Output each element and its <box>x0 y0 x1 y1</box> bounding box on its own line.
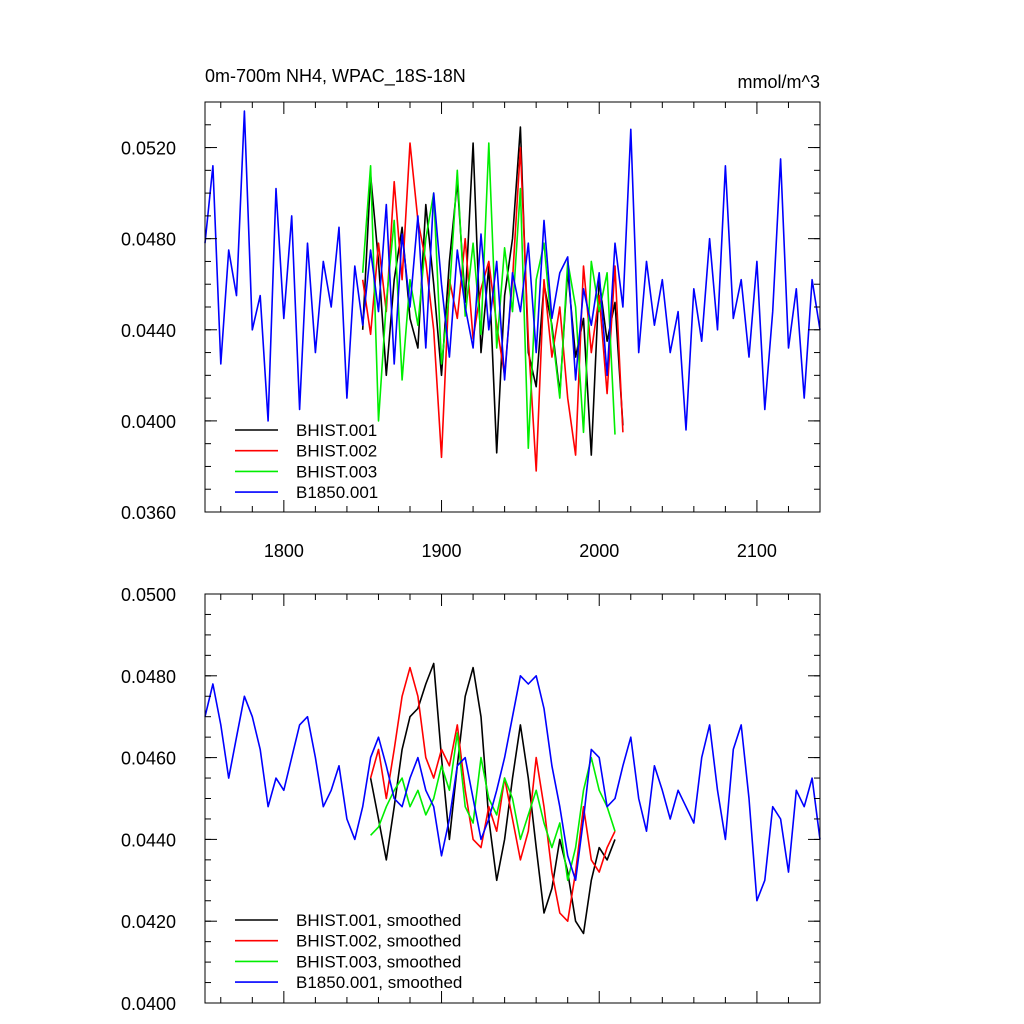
series-line-b1850-001-smoothed <box>204 674 821 902</box>
series-line-b1850-001 <box>204 110 821 431</box>
x-tick-label: 2000 <box>579 541 619 561</box>
legend-label: B1850.001 <box>296 483 378 502</box>
x-tick-label: 1900 <box>422 541 462 561</box>
legend-label: BHIST.001, smoothed <box>296 911 461 930</box>
y-tick-label: 0.0440 <box>121 321 176 341</box>
y-tick-label: 0.0360 <box>121 503 176 523</box>
legend-label: BHIST.002, smoothed <box>296 932 461 951</box>
y-tick-label: 0.0400 <box>121 412 176 432</box>
y-tick-label: 0.0460 <box>121 749 176 769</box>
legend-label: B1850.001, smoothed <box>296 973 462 992</box>
x-tick-label: 2100 <box>737 541 777 561</box>
legend-label: BHIST.002 <box>296 442 377 461</box>
x-tick-label: 1800 <box>264 541 304 561</box>
series-line-bhist-003 <box>361 142 616 450</box>
legend-label: BHIST.003 <box>296 462 377 481</box>
units-label: mmol/m^3 <box>738 72 820 92</box>
y-tick-label: 0.0480 <box>121 230 176 250</box>
y-tick-label: 0.0500 <box>121 585 176 605</box>
y-tick-label: 0.0520 <box>121 139 176 159</box>
y-tick-label: 0.0400 <box>121 994 176 1014</box>
legend-label: BHIST.003, smoothed <box>296 952 461 971</box>
series-line-bhist-002-smoothed <box>369 666 616 923</box>
legend-label: BHIST.001 <box>296 421 377 440</box>
smoothed-timeseries-panel: 0.0400 0.0420 0.0440 0.0460 0.0480 0.0500 BHIS… <box>121 585 821 1014</box>
legend: BHIST.001, smoothed BHIST.002, smoothedBH… <box>235 911 462 992</box>
y-tick-label: 0.0480 <box>121 667 176 687</box>
chart-title: 0m-700m NH4, WPAC_18S-18N <box>205 66 466 87</box>
series-line-bhist-001-smoothed <box>369 662 616 935</box>
y-tick-label: 0.0440 <box>121 830 176 850</box>
raw-timeseries-panel: 0.0360 0.0400 0.0440 0.0480 0.0520 1800 1900 20… <box>121 66 821 561</box>
y-tick-label: 0.0420 <box>121 912 176 932</box>
